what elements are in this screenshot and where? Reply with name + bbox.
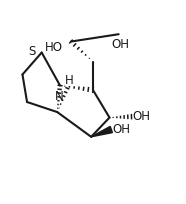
Text: OH: OH [133,110,150,123]
Text: H: H [65,74,73,88]
Text: OH: OH [111,38,129,51]
Text: S: S [28,45,35,58]
Text: N: N [55,90,63,103]
Text: HO: HO [45,41,63,53]
Polygon shape [91,126,113,137]
Text: OH: OH [112,123,130,136]
